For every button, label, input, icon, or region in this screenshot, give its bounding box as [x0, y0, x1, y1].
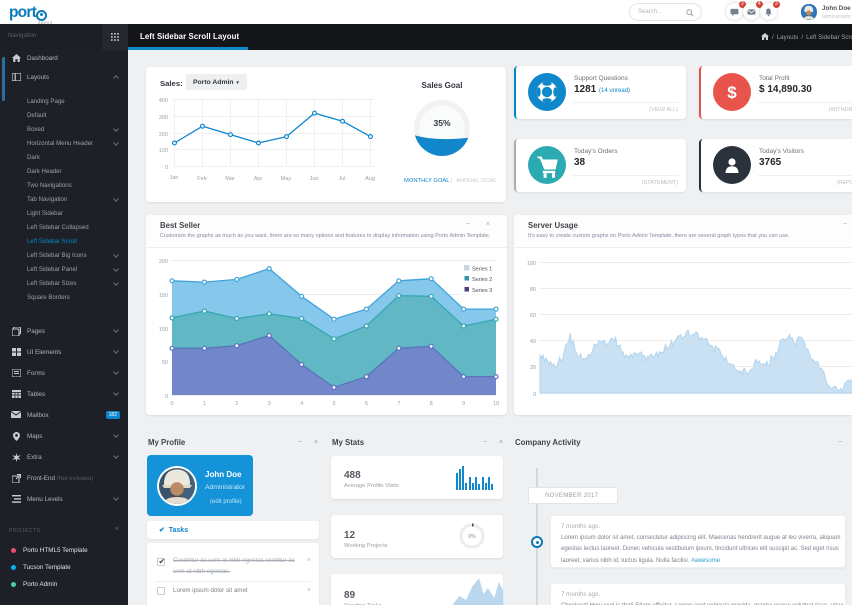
svg-text:150: 150: [159, 293, 168, 299]
svg-text:May: May: [281, 176, 292, 182]
svg-text:9: 9: [462, 401, 465, 407]
svg-text:8: 8: [430, 401, 433, 407]
svg-text:20: 20: [530, 365, 536, 371]
svg-text:7: 7: [397, 401, 400, 407]
svg-text:2: 2: [235, 401, 238, 407]
svg-text:100: 100: [527, 261, 536, 267]
svg-text:5: 5: [332, 401, 335, 407]
svg-text:|: |: [451, 178, 453, 184]
svg-text:40: 40: [530, 339, 536, 345]
svg-text:60: 60: [530, 313, 536, 319]
svg-text:0%: 0%: [468, 534, 476, 540]
svg-text:0: 0: [165, 165, 168, 171]
svg-text:Mar: Mar: [225, 176, 235, 182]
svg-text:100: 100: [159, 148, 168, 154]
svg-text:35%: 35%: [433, 118, 450, 128]
svg-text:$: $: [727, 83, 737, 102]
svg-text:Jun: Jun: [310, 176, 319, 182]
svg-text:6: 6: [365, 401, 368, 407]
svg-text:Aug: Aug: [365, 176, 375, 182]
svg-text:300: 300: [159, 115, 168, 121]
svg-text:0: 0: [170, 401, 173, 407]
svg-text:3: 3: [268, 401, 271, 407]
svg-text:Sales Goal: Sales Goal: [422, 81, 463, 90]
svg-text:80: 80: [530, 287, 536, 293]
svg-text:1: 1: [203, 401, 206, 407]
svg-text:200: 200: [159, 132, 168, 138]
svg-text:Jan: Jan: [170, 175, 179, 181]
svg-text:400: 400: [159, 98, 168, 104]
svg-text:Series 2: Series 2: [472, 277, 492, 283]
svg-text:100: 100: [159, 327, 168, 333]
svg-text:Series 3: Series 3: [472, 288, 492, 294]
svg-text:200: 200: [159, 259, 168, 265]
svg-text:MONTHLY GOAL: MONTHLY GOAL: [404, 178, 450, 184]
svg-text:0: 0: [533, 392, 536, 398]
svg-text:4: 4: [300, 401, 303, 407]
svg-text:Apr: Apr: [254, 176, 263, 182]
svg-text:Jul: Jul: [338, 176, 345, 182]
svg-text:50: 50: [162, 360, 168, 366]
svg-text:0: 0: [165, 394, 168, 400]
svg-text:Series 1: Series 1: [472, 266, 492, 272]
svg-text:Feb: Feb: [197, 176, 206, 182]
svg-text:10: 10: [493, 401, 499, 407]
svg-text:ANNUAL GOAL: ANNUAL GOAL: [456, 178, 498, 184]
